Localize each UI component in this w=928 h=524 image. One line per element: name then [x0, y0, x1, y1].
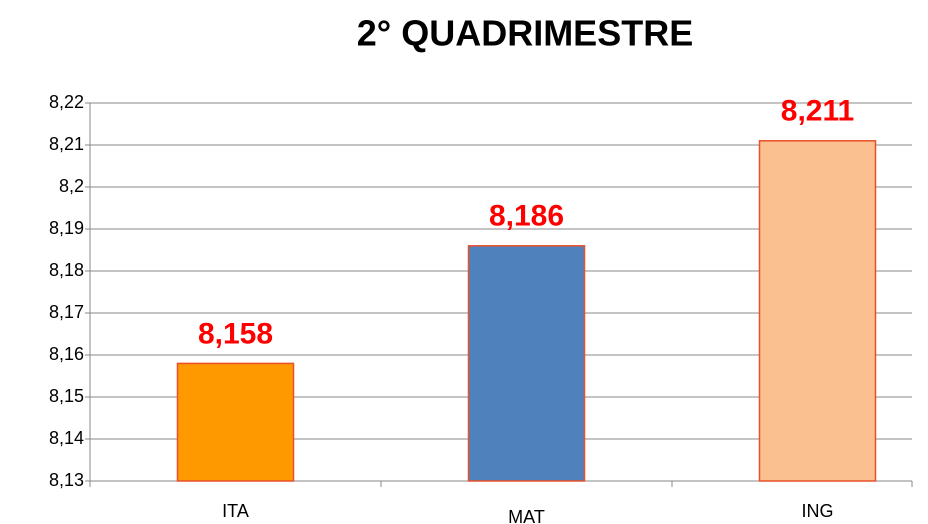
y-tick-label: 8,16	[49, 344, 84, 364]
y-tick-label: 8,13	[49, 470, 84, 490]
y-tick-label: 8,21	[49, 134, 84, 154]
data-label: 8,158	[198, 317, 273, 350]
x-tick-label: MAT	[508, 507, 545, 524]
chart-title: 2° QUADRIMESTRE	[357, 13, 693, 54]
bar	[758, 140, 877, 482]
bar	[467, 245, 586, 482]
y-tick-label: 8,22	[49, 92, 84, 112]
y-tick-label: 8,19	[49, 218, 84, 238]
y-tick-label: 8,17	[49, 302, 84, 322]
x-tick-label: ITA	[222, 501, 249, 521]
x-tick-label: ING	[801, 501, 833, 521]
y-tick-label: 8,18	[49, 260, 84, 280]
bar	[176, 362, 295, 482]
data-label: 8,211	[781, 95, 854, 128]
data-label: 8,186	[489, 200, 564, 233]
y-tick-label: 8,2	[59, 176, 84, 196]
y-tick-label: 8,15	[49, 386, 84, 406]
y-tick-label: 8,14	[49, 428, 84, 448]
